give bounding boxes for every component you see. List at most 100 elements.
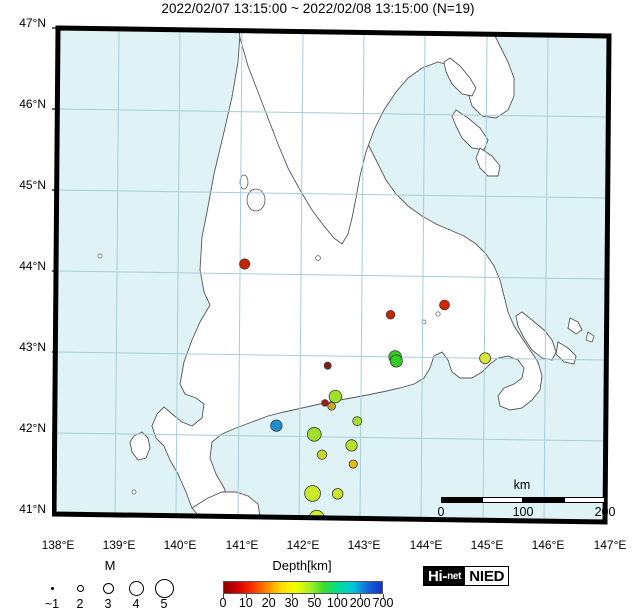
lat-label-46: 46°N [19, 97, 46, 111]
epicenter-marker[interactable] [304, 485, 321, 502]
epicenter-marker[interactable] [306, 427, 322, 442]
depth-tick-mark-200 [360, 594, 362, 598]
depth-colorbar [223, 581, 383, 594]
depth-tick-label-200: 200 [349, 596, 371, 610]
scale-label-0: 0 [437, 505, 445, 519]
scale-label-200: 200 [594, 505, 616, 519]
lon-label-141: 141°E [225, 538, 259, 552]
depth-tick-label-20: 20 [261, 596, 276, 610]
hinet-nied-logo: Hi-net NIED [423, 566, 510, 586]
scale-seg-1 [441, 497, 482, 503]
depth-legend-title: Depth[km] [272, 558, 332, 573]
landmass-kuril-3 [475, 147, 501, 177]
epicenter-marker[interactable] [323, 361, 332, 370]
nied-logo-text: NIED [464, 567, 509, 585]
lon-label-147: 147°E [593, 538, 627, 552]
magnitude-label-1: 2 [76, 597, 84, 611]
depth-tick-mark-20 [268, 594, 270, 598]
map-frame [52, 25, 612, 525]
depth-legend: Depth[km] 0 10 20 30 50 100 200 700 [212, 558, 394, 611]
scale-bar-title: km [513, 478, 531, 492]
depth-tick-mark-50 [314, 594, 316, 598]
depth-tick-mark-0 [223, 594, 224, 598]
depth-tick-mark-700 [383, 594, 384, 598]
magnitude-symbol-approx1 [50, 586, 54, 590]
landmass-north [236, 28, 515, 245]
magnitude-legend-title: M [104, 558, 116, 573]
epicenter-marker[interactable] [385, 310, 396, 320]
landmass-hokkaido [151, 29, 543, 522]
depth-tick-labels: 0 10 20 30 50 100 200 700 [212, 594, 393, 611]
islet-ne [315, 255, 321, 261]
depth-tick-mark-100 [337, 594, 339, 598]
epicenter-marker[interactable] [389, 354, 403, 368]
magnitude-label-0: ~1 [44, 597, 60, 611]
scale-bar: km 0 100 200 [437, 478, 616, 520]
epicenter-marker[interactable] [345, 439, 358, 452]
epicenter-marker[interactable] [321, 399, 329, 407]
islet-sw [131, 489, 137, 495]
lon-label-142: 142°E [286, 538, 320, 552]
map-canvas[interactable] [52, 22, 615, 532]
magnitude-symbol-5 [154, 578, 174, 598]
magnitude-symbol-3 [102, 582, 114, 594]
depth-tick-label-30: 30 [284, 596, 299, 610]
magnitude-symbol-4 [128, 580, 144, 596]
islet-nw [97, 253, 103, 259]
epicenter-marker[interactable] [348, 459, 358, 469]
epicenter-marker[interactable] [352, 416, 363, 427]
landmass-rebun [239, 174, 249, 190]
lon-label-139: 139°E [102, 538, 136, 552]
depth-tick-mark-30 [291, 594, 293, 598]
scale-label-100: 100 [512, 505, 534, 519]
magnitude-label-2: 3 [104, 597, 112, 611]
depth-tick-mark-10 [245, 594, 247, 598]
landmass-kuril-1 [443, 57, 477, 97]
epicenter-marker[interactable] [331, 488, 344, 500]
landmass-habomai [567, 317, 583, 335]
lat-label-47: 47°N [19, 16, 46, 30]
scale-seg-2 [482, 497, 523, 503]
landmass-kuril-2 [451, 109, 489, 151]
landmass-honshu-tip [191, 491, 261, 522]
depth-tick-label-50: 50 [307, 596, 322, 610]
map-svg [52, 25, 612, 525]
lat-label-45: 45°N [19, 178, 46, 192]
epicenter-marker[interactable] [316, 449, 328, 460]
scale-seg-3 [523, 497, 564, 503]
magnitude-label-4: 5 [160, 597, 168, 611]
epicenter-marker[interactable] [327, 401, 336, 411]
lon-label-145: 145°E [470, 538, 504, 552]
lat-label-44: 44°N [19, 259, 46, 273]
frame-ticks [52, 27, 58, 515]
hinet-logo-text: Hi-net [424, 567, 465, 585]
lon-label-146: 146°E [531, 538, 565, 552]
lon-label-140: 140°E [163, 538, 197, 552]
epicenter-marker[interactable] [328, 389, 343, 404]
depth-tick-label-700: 700 [372, 596, 394, 610]
epicenter-marker[interactable] [439, 299, 450, 311]
lat-label-41: 41°N [19, 502, 46, 516]
lon-label-143: 143°E [347, 538, 381, 552]
lat-label-43: 43°N [19, 340, 46, 354]
landmass-islet-e1 [585, 331, 595, 343]
epicenter-marker[interactable] [479, 352, 492, 365]
logo-hi-text: Hi- [428, 567, 448, 585]
logo-net-text: net [447, 570, 462, 582]
landmass-rishiri [246, 188, 266, 212]
islet-lake-2 [435, 311, 441, 317]
depth-tick-label-0: 0 [219, 596, 227, 610]
landmass-shikotan [555, 341, 577, 365]
magnitude-label-3: 4 [132, 597, 140, 611]
page-title: 2022/02/07 13:15:00 ~ 2022/02/08 13:15:0… [161, 1, 475, 16]
lon-label-144: 144°E [409, 538, 443, 552]
depth-tick-label-10: 10 [238, 596, 253, 610]
lon-label-138: 138°E [41, 538, 75, 552]
depth-tick-label-100: 100 [326, 596, 348, 610]
scale-seg-4 [564, 497, 605, 503]
lat-label-42: 42°N [19, 421, 46, 435]
epicenter-marker[interactable] [239, 258, 251, 270]
epicenter-marker[interactable] [270, 419, 283, 432]
magnitude-legend: M ~1 2 3 4 5 [30, 558, 190, 611]
